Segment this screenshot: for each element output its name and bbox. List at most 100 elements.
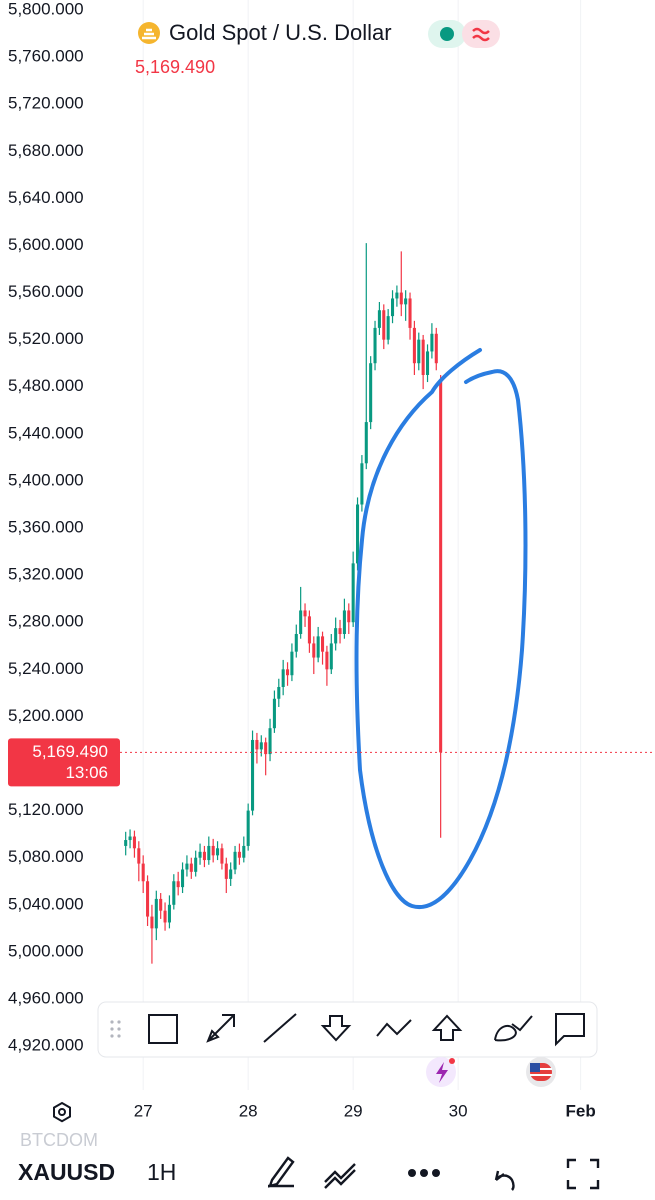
x-tick-label: 29 [344,1101,363,1120]
candle-body [360,463,364,505]
drag-handle[interactable] [110,1020,121,1038]
arrow-up-tool[interactable] [431,1014,463,1041]
x-tick-label: Feb [566,1101,596,1120]
last-price-label: 5,169.490 [32,742,108,761]
y-tick-label: 5,280.000 [8,612,84,631]
candle-body [237,851,241,858]
candle-body [163,910,167,923]
interval[interactable]: 1H [147,1159,176,1185]
candle-body [172,881,176,905]
delay-icon [472,27,490,42]
candle-body [342,610,346,635]
candle-body [198,851,202,858]
candle-body [233,851,237,870]
market-open-dot [440,27,454,41]
countdown: 13:06 [65,763,108,782]
x-tick-label: 27 [134,1101,153,1120]
candle-body [220,848,224,864]
candle-body [399,292,403,305]
candle-body [242,845,246,858]
candle-body [268,728,272,755]
candle-body [202,851,206,861]
brush-tool[interactable] [494,1015,533,1042]
candle-body [395,292,399,299]
candle-body [417,339,421,364]
candle-body [373,327,377,364]
candle-body [281,669,285,687]
candle-body [430,333,434,352]
y-tick-label: 5,240.000 [8,659,84,678]
y-tick-label: 5,440.000 [8,423,84,442]
y-tick-label: 5,080.000 [8,847,84,866]
candle-body [421,339,425,375]
alert-badge [449,1058,455,1064]
candle-body [159,898,163,911]
candle-body [303,610,307,617]
candle-body [167,904,171,923]
y-tick-label: 5,760.000 [8,47,84,66]
candle-body [132,836,136,849]
candle-body [364,422,368,464]
candle-body [386,316,390,340]
drawing-toolbar [97,1001,598,1058]
y-tick-label: 5,600.000 [8,235,84,254]
y-tick-label: 5,040.000 [8,894,84,913]
candle-body [150,916,154,929]
more-button[interactable] [408,1169,440,1177]
arrow-down-tool[interactable] [320,1015,352,1042]
line-tool[interactable] [263,1013,297,1043]
y-tick-label: 5,800.000 [8,0,84,18]
hand-drawn-ellipse [354,348,528,910]
candle-body [307,616,311,644]
candles [124,243,443,964]
candle-body [286,669,290,676]
path-tool[interactable] [376,1019,412,1037]
symbol[interactable]: XAUUSD [18,1159,115,1185]
candle-body [347,610,351,623]
fullscreen-button[interactable] [566,1158,600,1190]
status-pill[interactable] [462,20,500,48]
candle-body [211,845,215,856]
grid [142,0,582,1090]
candle-body [264,742,268,755]
flash-icon [436,1062,448,1083]
candle-body [181,869,185,888]
other-symbol[interactable]: BTCDOM [20,1130,98,1150]
candle-body [412,327,416,364]
candle-body [146,881,150,917]
x-tick-label: 28 [239,1101,258,1120]
toolbar-panel [97,1001,598,1058]
rectangle-tool[interactable] [148,1014,178,1044]
candle-body [154,898,158,929]
flag-canton [530,1063,540,1072]
candle-body [294,634,298,652]
candle-body [141,863,145,882]
y-tick-label: 5,320.000 [8,565,84,584]
candle-body [408,298,412,328]
y-tick-label: 5,400.000 [8,470,84,489]
candle-body [299,610,303,635]
candle-body [185,863,189,870]
last-price-box [8,738,120,787]
settings-icon[interactable] [53,1101,71,1123]
candle-body [128,836,132,841]
indicators-button[interactable] [324,1163,356,1189]
candle-body [334,628,338,644]
note-tool[interactable] [555,1013,585,1047]
candle-body [251,739,255,811]
y-tick-label: 5,480.000 [8,376,84,395]
candle-body [176,881,180,888]
candle-body [316,636,320,658]
y-tick-label: 5,520.000 [8,329,84,348]
symbol-title: Gold Spot / U.S. Dollar [169,20,392,45]
arrow-tool[interactable] [206,1014,235,1043]
settings-icon-center [58,1108,66,1116]
y-tick-label: 5,640.000 [8,188,84,207]
candle-body [255,739,259,750]
undo-button[interactable] [494,1170,515,1191]
bottom-bar [0,1150,655,1200]
y-tick-label: 5,680.000 [8,141,84,160]
y-tick-label: 5,000.000 [8,941,84,960]
draw-button[interactable] [268,1156,295,1188]
y-tick-label: 4,960.000 [8,988,84,1007]
